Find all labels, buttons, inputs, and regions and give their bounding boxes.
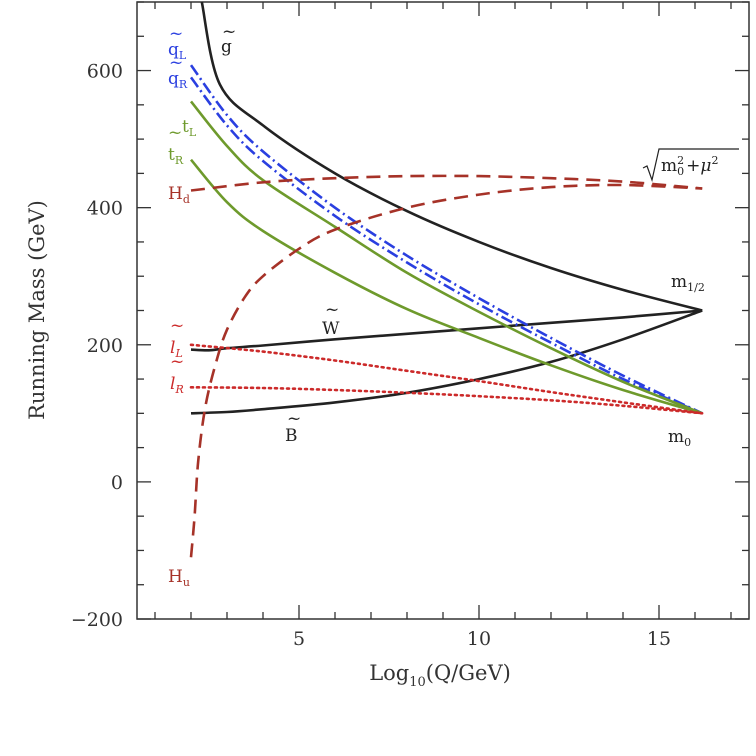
y-tick-label: −200 [71, 609, 123, 631]
label-bino: B [285, 426, 298, 446]
label-slepton-right-tilde: ~ [170, 352, 184, 372]
x-tick-label: 15 [647, 628, 671, 650]
label-squark-right-tilde: ~ [169, 53, 183, 73]
label-squark-right: qR [168, 69, 188, 91]
label-stop-left: tL [182, 117, 197, 139]
label-slepton-left-tilde: ~ [170, 316, 184, 336]
label-stop-left-tilde: ~ [168, 123, 182, 143]
axis-tick-labels: 5 10 15 −200 0 200 400 600 [71, 61, 671, 650]
y-axis-title: Running Mass (GeV) [25, 200, 49, 420]
series-hu [189, 183, 703, 558]
x-tick-label: 10 [467, 628, 491, 650]
series-layer [189, 1, 704, 558]
label-bino-tilde: ~ [287, 409, 301, 429]
series-q-l [189, 64, 703, 415]
y-tick-label: 400 [87, 198, 123, 220]
axis-ticks [137, 1, 749, 620]
series-t-r [190, 158, 703, 415]
x-tick-label: 5 [293, 628, 305, 650]
sqrt-expression: m2 0 +μ2 [661, 154, 718, 178]
series-b- [190, 309, 703, 415]
label-gluino: g [221, 37, 232, 57]
label-stop-right: tR [168, 145, 184, 167]
label-sqrt-m0-mu: m2 0 +μ2 [642, 148, 739, 183]
series-t-l [189, 100, 703, 415]
y-tick-label: 0 [111, 472, 123, 494]
x-axis-title: Log10(Q/GeV) [369, 661, 511, 690]
label-squark-left: qL [168, 40, 187, 62]
label-squark-left-tilde: ~ [169, 24, 183, 44]
series-hd [190, 174, 703, 192]
y-tick-label: 200 [87, 335, 123, 357]
series-g- [200, 1, 703, 312]
label-slepton-left: lL [170, 338, 183, 360]
series-l-r [189, 386, 704, 415]
label-gluino-tilde: ~ [222, 22, 236, 42]
label-slepton-right: lR [170, 374, 184, 396]
sqrt-sign [642, 148, 739, 183]
label-m-zero: m0 [668, 427, 691, 449]
plot-frame [136, 1, 750, 620]
series-q-r [189, 76, 703, 415]
series-w- [190, 309, 703, 352]
y-tick-label: 600 [87, 61, 123, 83]
label-wino: W [322, 319, 340, 339]
series-l-l [189, 343, 704, 415]
label-higgs-up: Hu [168, 567, 190, 589]
label-wino-tilde: ~ [325, 300, 339, 320]
label-higgs-down: Hd [168, 184, 190, 206]
curve-labels: g ~ qL ~ qR ~ tL ~ tR Hd Hu lL ~ lR ~ W … [168, 22, 739, 589]
label-m-half: m1/2 [671, 272, 705, 294]
